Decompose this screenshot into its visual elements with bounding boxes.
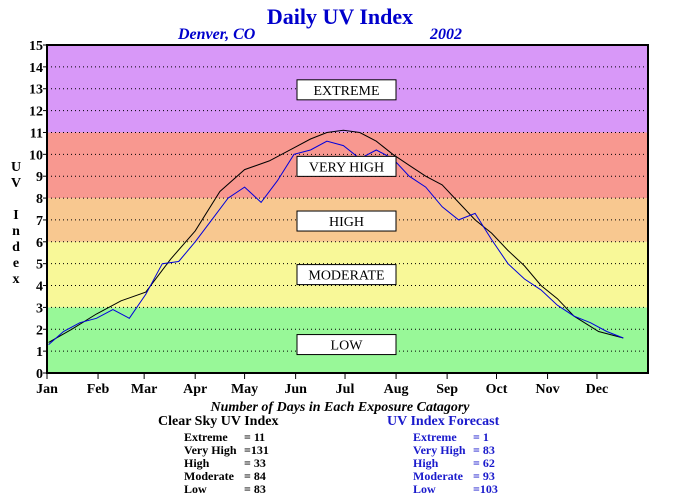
clear-sky-panel-title: Clear Sky UV Index — [158, 414, 279, 429]
chart-year: 2002 — [430, 26, 462, 43]
clear-sky-count-label: Moderate — [184, 469, 234, 483]
y-axis-label-letter: x — [12, 272, 20, 287]
band-label-low: LOW — [331, 339, 364, 354]
forecast-count-value: = 93 — [473, 469, 495, 483]
clear-sky-count-value: = 33 — [244, 456, 266, 470]
y-tick-label: 8 — [36, 192, 43, 207]
x-tick-label: Mar — [131, 382, 157, 397]
x-tick-label: Aug — [384, 382, 409, 397]
y-tick-label: 3 — [36, 301, 43, 316]
band-label-box-moderate — [296, 264, 397, 286]
clear-sky-count-label: Very High — [184, 443, 237, 457]
chart-title: Daily UV Index — [266, 4, 414, 29]
y-tick-label: 12 — [29, 105, 43, 120]
y-tick-label: 9 — [36, 170, 43, 185]
y-tick-label: 5 — [36, 258, 43, 273]
band-label-moderate: MODERATE — [308, 269, 384, 284]
x-tick-label: Oct — [486, 382, 508, 397]
x-tick-label: Apr — [183, 382, 207, 397]
y-tick-label: 13 — [29, 83, 43, 98]
y-tick-label: 6 — [36, 236, 43, 251]
plot-frame — [46, 44, 649, 374]
y-axis-label-letter: V — [10, 176, 22, 191]
forecast-count-value: = 1 — [473, 430, 489, 444]
clear-sky-count-value: = 83 — [244, 482, 266, 496]
forecast-count-value: = 62 — [473, 456, 495, 470]
y-tick-label: 10 — [29, 148, 43, 163]
forecast-counts-panel: UV Index Forecast Extreme = 1 Very High = 8… — [387, 414, 547, 500]
x-tick-label: Jul — [336, 382, 355, 397]
forecast-count-label: Extreme — [413, 430, 457, 444]
y-axis-label-letter: d — [12, 240, 20, 255]
band-label-box-high — [296, 210, 397, 232]
x-tick-label: Jan — [36, 382, 58, 397]
y-tick-label: 0 — [36, 367, 43, 382]
y-tick-label: 14 — [29, 61, 43, 76]
y-axis-label-letter: U — [10, 160, 22, 175]
clear-sky-count-value: = 84 — [244, 469, 266, 483]
x-tick-label: Nov — [535, 382, 559, 397]
y-axis-label-letter: e — [12, 256, 20, 271]
forecast-count-label: Moderate — [413, 469, 463, 483]
band-label-box-extreme — [296, 79, 397, 101]
y-axis-label-letter: I — [13, 208, 19, 223]
forecast-count-label: Low — [413, 482, 436, 496]
clear-sky-counts-panel: Clear Sky UV Index Extreme = 11 Very High =… — [158, 414, 318, 500]
clear-sky-count-label: High — [184, 456, 210, 470]
x-tick-label: Dec — [586, 382, 609, 397]
clear-sky-count-value: = 11 — [244, 430, 266, 444]
y-tick-label: 15 — [29, 39, 43, 54]
band-label-very-high: VERY HIGH — [309, 160, 384, 175]
counts-heading: Number of Days in Each Exposure Catagory — [210, 400, 470, 415]
x-tick-label: Sep — [436, 382, 458, 397]
x-tick-label: May — [231, 382, 258, 397]
clear-sky-series-line — [48, 129, 624, 343]
chart-location: Denver, CO — [178, 26, 256, 43]
y-tick-label: 4 — [36, 280, 43, 295]
band-label-extreme: EXTREME — [313, 84, 379, 99]
y-tick-label: 11 — [30, 126, 43, 141]
forecast-series-line — [48, 140, 624, 345]
clear-sky-count-value: =131 — [244, 443, 269, 457]
forecast-count-value: = 83 — [473, 443, 495, 457]
clear-sky-count-label: Extreme — [184, 430, 228, 444]
forecast-count-value: =103 — [473, 482, 498, 496]
band-label-box-low — [296, 334, 397, 356]
band-label-box-very-high — [296, 155, 397, 177]
y-tick-label: 2 — [36, 323, 43, 338]
y-tick-label: 1 — [36, 345, 43, 360]
forecast-count-label: Very High — [413, 443, 466, 457]
x-tick-label: Feb — [87, 382, 110, 397]
forecast-count-label: High — [413, 456, 439, 470]
clear-sky-count-label: Low — [184, 482, 207, 496]
forecast-panel-title: UV Index Forecast — [387, 414, 500, 429]
y-tick-label: 7 — [36, 214, 43, 229]
band-label-high: HIGH — [329, 215, 364, 230]
y-axis-label-letter: n — [12, 224, 20, 239]
x-tick-label: Jun — [284, 382, 307, 397]
